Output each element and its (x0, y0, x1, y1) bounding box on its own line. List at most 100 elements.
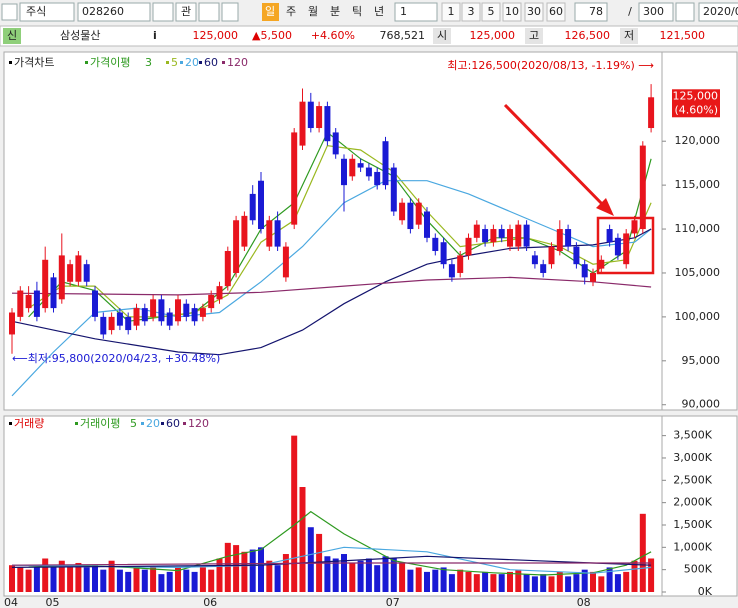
interval-button[interactable]: 10 (505, 5, 519, 18)
period-button[interactable]: 월 (308, 5, 318, 18)
candle-body (233, 220, 240, 273)
ma-line (11, 555, 652, 568)
info-bar: 신 삼성물산 i 125,000 ▲5,500 +4.60% 768,521 (0, 25, 738, 47)
interval-button[interactable]: 5 (488, 5, 495, 18)
candle-body (440, 242, 447, 265)
candle-body (216, 286, 223, 300)
candle-body (241, 215, 248, 247)
volume-bar (598, 576, 605, 592)
candle-body (365, 167, 372, 177)
volume-bar (473, 574, 480, 592)
volume-bar (482, 571, 489, 592)
volume-bar (382, 556, 389, 592)
volume-bar (75, 562, 82, 592)
candle-body (507, 229, 513, 247)
volume-bar (274, 565, 281, 592)
legend-ma-label: 거래이평 (80, 417, 120, 430)
candle-body (540, 264, 547, 273)
volume-bar (83, 567, 90, 592)
volume-bar (548, 576, 555, 592)
interval-bg (461, 2, 481, 22)
total-input[interactable] (638, 2, 674, 22)
info-icon[interactable]: i (153, 29, 157, 42)
arrow-shaft (503, 103, 608, 210)
interval-button[interactable]: 1 (448, 5, 455, 18)
candle-body (83, 264, 90, 282)
interval-bg (546, 2, 566, 22)
y-tick-label: 105,000 (675, 266, 721, 279)
volume-bar (465, 571, 472, 592)
volume-bar (399, 562, 406, 592)
count-input[interactable] (574, 2, 608, 22)
volume-bar (349, 562, 356, 592)
volume-bar (424, 571, 430, 592)
highlight-box (596, 216, 655, 275)
volume-bar (490, 574, 497, 592)
candle-body (307, 101, 314, 129)
stock-name: 삼성물산 (60, 29, 100, 42)
x-tick-label: 06 (203, 596, 217, 608)
period-button[interactable]: 분 (330, 5, 340, 18)
interval-button[interactable]: 60 (549, 5, 563, 18)
candle-body (266, 220, 273, 247)
sync-button[interactable] (198, 2, 220, 22)
legend-item: 60 (204, 56, 218, 69)
legend-marker (9, 422, 12, 425)
volume-bar (199, 567, 206, 592)
y-tick-label: 2,500K (673, 473, 712, 486)
candle-body (116, 312, 123, 326)
change: ▲5,500 (252, 29, 292, 42)
legend-marker (141, 422, 144, 425)
period-button[interactable]: 년 (374, 5, 384, 18)
legend-marker (199, 61, 202, 64)
candle-body (75, 255, 82, 282)
legend-item: 20 (146, 417, 160, 430)
high-annotation: 최고:126,500(2020/08/13, -1.19%) ⟶ (447, 59, 654, 72)
watch-label: 관 (181, 5, 191, 18)
watch-button[interactable] (175, 2, 197, 22)
candle-body (374, 171, 381, 186)
market-select[interactable] (19, 2, 75, 22)
candle-body (324, 106, 331, 142)
interval-bg (524, 2, 544, 22)
legend-marker (85, 61, 88, 64)
unit-select[interactable] (394, 2, 438, 22)
volume-bar (33, 567, 40, 592)
code-input[interactable] (77, 2, 151, 22)
volume-bar (357, 560, 364, 592)
candle-body (224, 251, 231, 287)
candle-body (490, 229, 497, 243)
legend-item: 5 (171, 56, 178, 69)
y-tick-label: 100,000 (675, 310, 721, 323)
candle-body (631, 220, 638, 234)
candle-body (639, 145, 646, 230)
y-tick-label: 95,000 (682, 354, 721, 367)
candle-body (58, 255, 65, 300)
candle-body (498, 229, 505, 238)
date-input[interactable] (698, 2, 738, 22)
interval-button[interactable]: 3 (468, 5, 475, 18)
market: 주식 (26, 5, 46, 18)
candle-body (515, 224, 522, 247)
search-button[interactable] (152, 2, 174, 22)
period-button[interactable]: 주 (286, 5, 296, 18)
arrow-head (596, 198, 614, 216)
volume-bar (648, 558, 655, 592)
spin-button[interactable] (221, 2, 239, 22)
option-button[interactable] (675, 2, 695, 22)
ma-line (28, 510, 652, 576)
period-button[interactable]: 틱 (352, 5, 362, 18)
volume: 768,521 (380, 29, 426, 42)
menu-icon[interactable] (1, 3, 18, 21)
volume-bar (623, 571, 630, 592)
candle-body (33, 290, 40, 317)
candle-body (523, 224, 530, 247)
volume-bar (216, 558, 223, 592)
interval-button[interactable]: 30 (527, 5, 541, 18)
y-tick-label: 1,500K (673, 518, 712, 531)
field-value: 126,500 (565, 29, 611, 42)
y-tick-label: 1,000K (673, 540, 712, 553)
ma-line (11, 546, 652, 574)
candle-body (415, 202, 422, 225)
period-button[interactable]: 일 (265, 4, 275, 18)
